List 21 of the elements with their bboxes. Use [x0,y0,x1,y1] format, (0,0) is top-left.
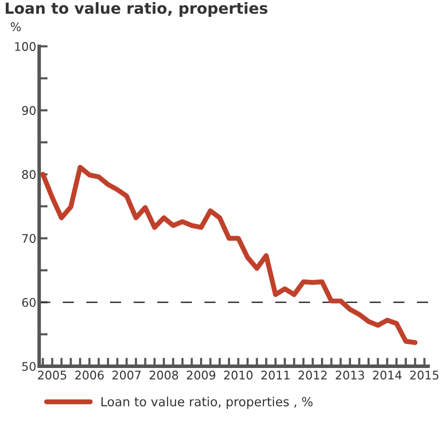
chart-title: Loan to value ratio, properties [6,2,268,17]
x-tick-label: 2014 [373,370,402,380]
y-tick-label: 80 [22,170,36,179]
legend-label: Loan to value ratio, properties , % [101,396,313,409]
y-tick-label: 70 [22,234,36,243]
x-tick-label: 2011 [261,370,290,380]
x-tick-label: 2015 [410,370,438,380]
y-tick-label: 60 [22,298,36,307]
x-tick-label: 2006 [75,370,104,380]
x-tick-label: 2009 [186,370,216,380]
x-tick-label: 2005 [38,370,66,380]
line-series [40,164,418,346]
x-tick-label: 2010 [224,370,253,380]
y-tick-label: 100 [15,42,36,51]
y-tick-label: 50 [22,362,36,371]
x-tick-label: 2008 [150,370,178,380]
x-tick-label: 2012 [298,370,327,380]
y-tick-label: 90 [22,106,36,115]
x-tick-label: 2013 [336,370,364,380]
y-axis-title: % [10,22,21,32]
x-tick-label: 2007 [112,370,141,380]
